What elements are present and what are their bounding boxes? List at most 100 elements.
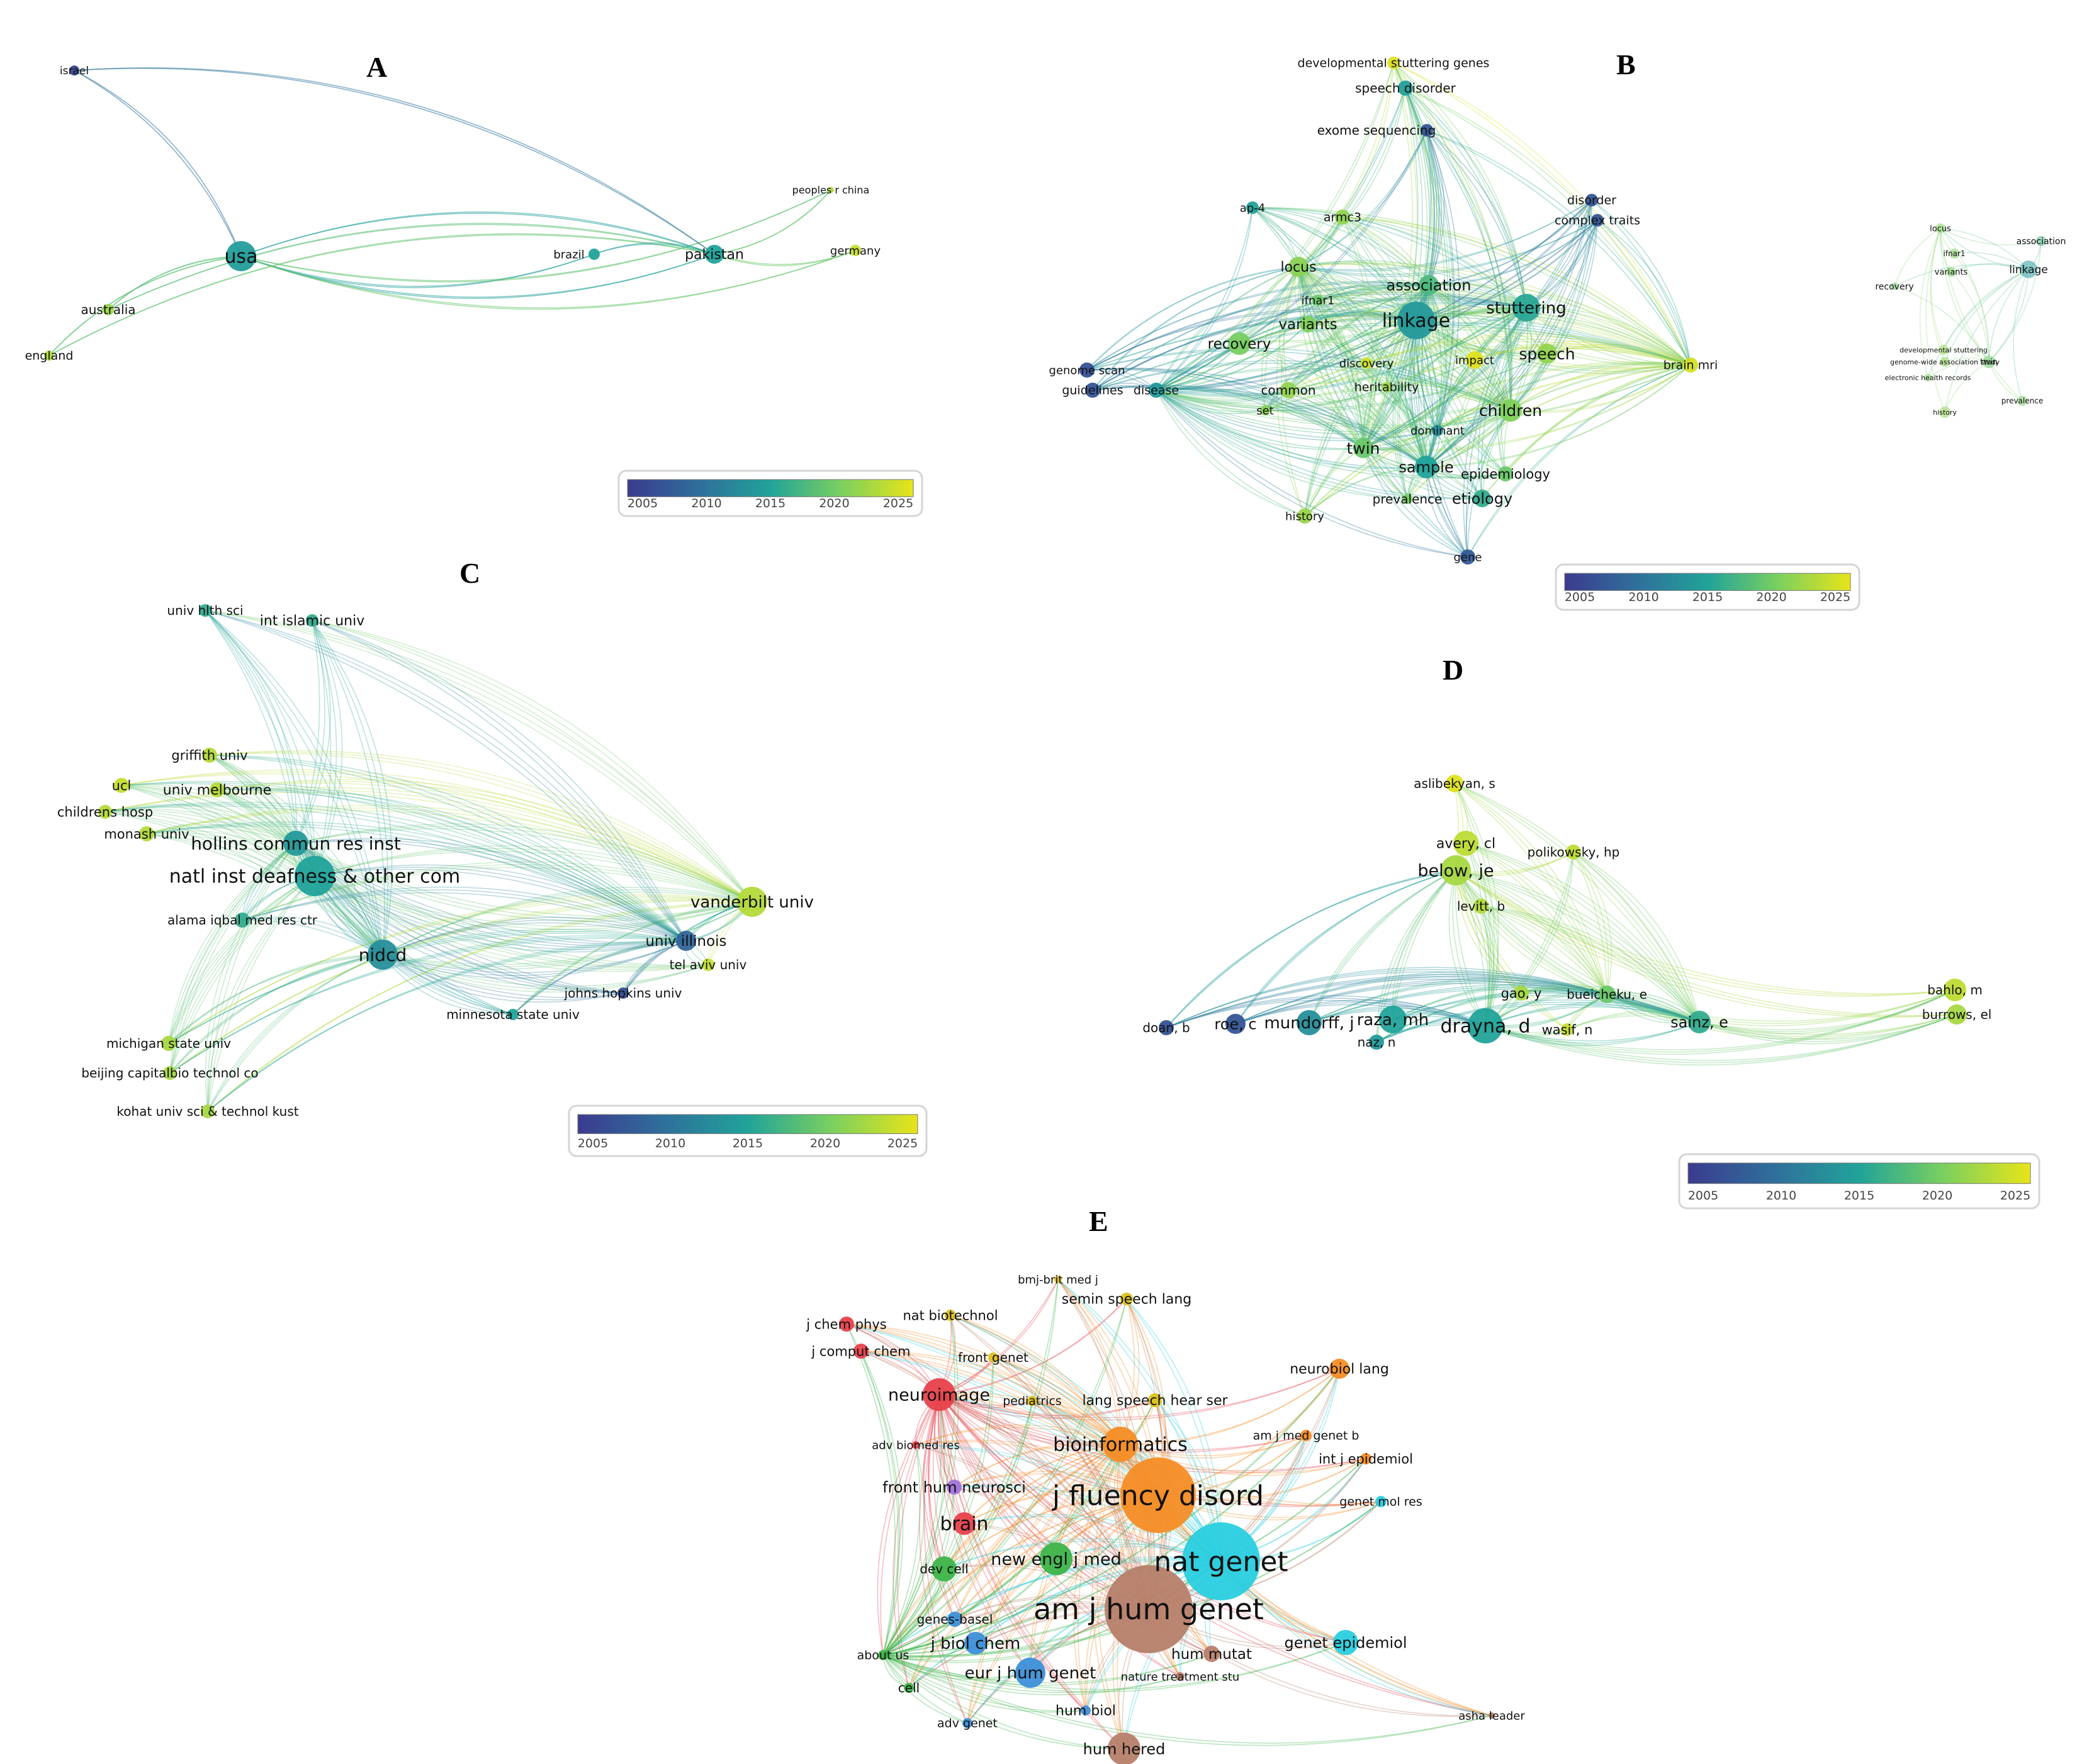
node-label-speech-disorder: speech disorder (1355, 81, 1456, 96)
node-label-dev-cell: dev cell (920, 1561, 969, 1576)
node-binset-electronic-health-records (1924, 374, 1932, 381)
node-label-twin: twin (1346, 439, 1380, 458)
legend-tick-2020: 2020 (810, 1137, 840, 1150)
node-label-int-islamic-univ: int islamic univ (260, 614, 365, 629)
node-label-genet-epidemiol: genet epidemiol (1284, 1634, 1407, 1651)
node-label-monash-univ: monash univ (104, 826, 189, 841)
node-label-neurobiol-lang: neurobiol lang (1290, 1362, 1389, 1378)
node-e-eur-j-hum-genet (1015, 1658, 1045, 1688)
node-d-burrows-el (1947, 1004, 1967, 1025)
node-label-bmj-brit-med-j: bmj-brit med j (1018, 1273, 1098, 1286)
panel-letter-e: E (1089, 1205, 1108, 1237)
node-label-beijing-capitalbio-technol-co: beijing capitalbio technol co (81, 1065, 258, 1081)
node-b-brain-mri (1683, 357, 1698, 373)
node-label-genome-wide-association-study: genome-wide association study (1890, 358, 2000, 366)
node-label-below-je: below, je (1417, 861, 1494, 880)
node-label-alama-iqbal-med-res-ctr: alama iqbal med res ctr (167, 913, 318, 928)
node-e-genes-basel (947, 1612, 962, 1627)
node-binset-genome-wide-association-study (1940, 357, 1950, 367)
node-d-mundorff-j (1297, 1010, 1322, 1035)
node-label-levitt-b: levitt, b (1457, 899, 1505, 914)
node-label-j-fluency-disord: j fluency disord (1052, 1480, 1264, 1512)
node-label-am-j-med-genet-b: am j med genet b (1253, 1429, 1359, 1443)
node-label-bioinformatics: bioinformatics (1053, 1434, 1188, 1456)
node-label-developmental-stuttering-genes: developmental stuttering genes (1298, 57, 1490, 70)
legend-tick-2020: 2020 (1922, 1189, 1952, 1203)
node-e-dev-cell (932, 1556, 957, 1581)
node-d-wasif-n (1561, 1023, 1573, 1036)
node-b-set (1260, 405, 1270, 415)
node-label-new-engl-j-med: new engl j med (991, 1549, 1121, 1569)
node-label-set: set (1256, 404, 1274, 417)
legend-tick-2025: 2025 (887, 1137, 918, 1150)
node-label-hum-mutat: hum mutat (1171, 1646, 1252, 1663)
node-label-roe-c: roe, c (1214, 1015, 1256, 1033)
node-e-neuroimage (923, 1378, 955, 1411)
node-label-exome-sequencing: exome sequencing (1317, 123, 1436, 138)
node-label-england: england (25, 349, 74, 363)
node-e-nature-treatment-stu (1176, 1672, 1185, 1681)
node-c-univ-melbourne (210, 782, 225, 797)
legend-tick-2010: 2010 (1766, 1189, 1796, 1203)
node-b-guidelines (1085, 383, 1100, 398)
node-e-am-j-hum-genet (1105, 1565, 1193, 1653)
node-d-aslibekyan-s (1446, 775, 1463, 792)
node-d-avery-cl (1453, 831, 1478, 856)
node-label-hum-hered: hum hered (1083, 1740, 1166, 1758)
node-b-common (1280, 382, 1297, 398)
node-b-speech-disorder (1398, 81, 1413, 96)
node-label-prevalence: prevalence (2001, 396, 2043, 405)
node-label-epidemiology: epidemiology (1461, 466, 1550, 481)
node-d-bueicheku-e (1598, 986, 1616, 1003)
node-b-exome-sequencing (1421, 124, 1433, 137)
node-label-impact: impact (1455, 354, 1494, 367)
node-c-beijing-capitalbio-technol-co (163, 1066, 177, 1080)
legend-tick-2005: 2005 (628, 497, 658, 510)
node-e-brain (953, 1512, 976, 1535)
node-label-minnesota-state-univ: minnesota state univ (446, 1007, 580, 1022)
node-label-genes-basel: genes-basel (917, 1612, 993, 1627)
node-b-children (1499, 399, 1522, 422)
node-e-new-engl-j-med (1040, 1542, 1072, 1575)
node-label-common: common (1261, 383, 1315, 398)
node-label-michigan-state-univ: michigan state univ (106, 1036, 231, 1051)
node-label-j-biol-chem: j biol chem (930, 1634, 1021, 1653)
node-label-int-j-epidemiol: int j epidemiol (1319, 1451, 1413, 1466)
node-label-bahlo-m: bahlo, m (1927, 982, 1983, 997)
node-b-twin (1353, 438, 1373, 458)
node-b-variants (1300, 316, 1316, 332)
network-edges (48, 62, 2042, 1750)
node-b-linkage (1397, 301, 1435, 339)
node-label-polikowsky-hp: polikowsky, hp (1528, 845, 1620, 860)
node-label-dominant: dominant (1410, 424, 1465, 437)
node-label-doan-b: doan, b (1142, 1020, 1190, 1035)
node-b-armc3 (1335, 210, 1350, 225)
node-e-j-biol-chem (964, 1632, 987, 1654)
node-d-doan-b (1159, 1020, 1174, 1035)
node-label-aslibekyan-s: aslibekyan, s (1414, 776, 1495, 791)
node-label-gao-y: gao, y (1501, 986, 1542, 1001)
panel-letter-b: B (1616, 48, 1636, 81)
node-label-tel-aviv-univ: tel aviv univ (670, 957, 747, 972)
node-label-disorder: disorder (1567, 194, 1616, 208)
node-e-about-us (878, 1650, 888, 1660)
node-binset-twin (1983, 356, 1995, 368)
node-a-brazil (588, 249, 600, 260)
network-labels: israel usa australia england brazil pakistan p… (25, 57, 2066, 1758)
node-d-roe-c (1225, 1014, 1246, 1034)
node-label-association: association (2017, 237, 2066, 247)
node-label-vanderbilt-univ: vanderbilt univ (690, 893, 814, 912)
node-label-burrows-el: burrows, el (1922, 1007, 1992, 1022)
node-e-nat-biotechnol (945, 1310, 956, 1321)
node-c-monash-univ (139, 826, 154, 841)
node-d-bahlo-m (1944, 979, 1966, 1001)
node-binset-linkage (2020, 261, 2037, 278)
node-b-epidemiology (1498, 466, 1513, 481)
node-label-drayna-d: drayna, d (1440, 1016, 1530, 1038)
node-label-sainz-e: sainz, e (1670, 1013, 1728, 1031)
node-b-discovery (1361, 357, 1372, 369)
node-label-israel: israel (60, 65, 89, 77)
node-e-semin-speech-lang (1120, 1293, 1133, 1305)
node-c-natl-inst-deafness-other-com (295, 856, 335, 896)
legend-tick-2015: 2015 (755, 497, 785, 510)
